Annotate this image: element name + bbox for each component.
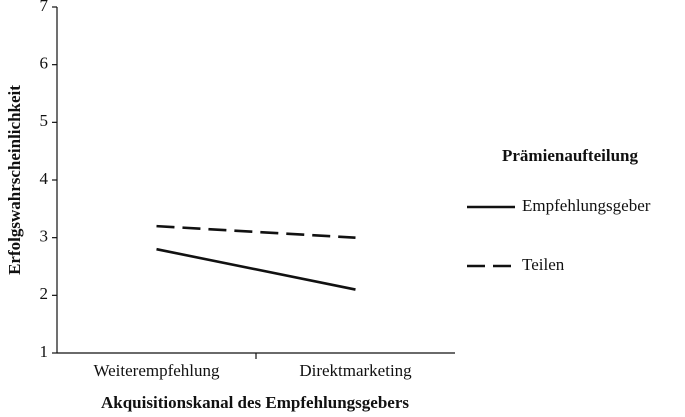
- data-line: [156, 224, 356, 239]
- legend-label: Teilen: [522, 255, 565, 274]
- legend-label: Empfehlungsgeber: [522, 196, 651, 215]
- y-tick-label: 7: [40, 0, 49, 15]
- y-tick-label: 2: [40, 284, 49, 303]
- y-tick-label: 1: [40, 342, 49, 361]
- x-tick-label: Weiterempfehlung: [93, 361, 220, 380]
- x-tick-label: Direktmarketing: [299, 361, 412, 380]
- data-line: [156, 247, 356, 291]
- y-tick-label: 3: [40, 227, 49, 246]
- y-tick-label: 6: [40, 54, 49, 73]
- y-tick-label: 4: [40, 169, 49, 188]
- y-axis-label: Erfolgswahrscheinlichkeit: [5, 85, 24, 275]
- legend-title: Prämienaufteilung: [502, 146, 638, 165]
- x-axis-label: Akquisitionskanal des Empfehlungsgebers: [101, 393, 409, 412]
- y-tick-label: 5: [40, 111, 49, 130]
